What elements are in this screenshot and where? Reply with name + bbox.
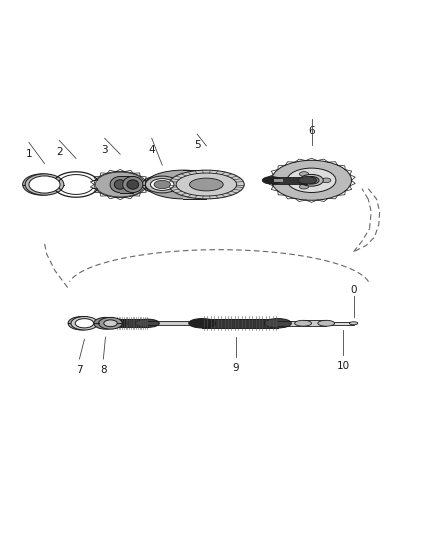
Ellipse shape — [127, 180, 139, 189]
Ellipse shape — [298, 176, 317, 184]
Ellipse shape — [68, 317, 95, 330]
Ellipse shape — [114, 180, 126, 189]
Bar — [148, 321, 211, 325]
Ellipse shape — [189, 319, 215, 328]
Ellipse shape — [272, 160, 351, 200]
Ellipse shape — [99, 317, 122, 329]
Ellipse shape — [100, 321, 107, 326]
Text: 1: 1 — [26, 149, 32, 159]
Text: 10: 10 — [336, 361, 350, 371]
Ellipse shape — [104, 320, 117, 327]
Text: 7: 7 — [76, 365, 83, 375]
Bar — [272, 176, 307, 184]
Bar — [120, 176, 133, 192]
Ellipse shape — [25, 174, 64, 195]
Text: 4: 4 — [148, 144, 155, 155]
Ellipse shape — [29, 176, 60, 193]
Ellipse shape — [71, 317, 98, 330]
Ellipse shape — [262, 176, 281, 184]
Ellipse shape — [265, 319, 291, 328]
Ellipse shape — [104, 319, 128, 327]
Text: 2: 2 — [56, 147, 63, 157]
Text: 5: 5 — [194, 140, 201, 150]
Bar — [116, 319, 148, 327]
Ellipse shape — [75, 319, 94, 328]
Bar — [202, 319, 278, 328]
Text: 6: 6 — [308, 126, 315, 135]
Ellipse shape — [136, 319, 159, 327]
Ellipse shape — [123, 176, 143, 192]
Ellipse shape — [318, 320, 335, 326]
Bar — [326, 322, 353, 325]
Ellipse shape — [300, 174, 323, 186]
Text: 3: 3 — [101, 144, 108, 155]
Bar — [278, 321, 303, 326]
Ellipse shape — [72, 319, 91, 328]
Text: 0: 0 — [350, 285, 357, 295]
Ellipse shape — [287, 168, 336, 192]
Ellipse shape — [145, 170, 221, 199]
Bar — [274, 179, 283, 182]
Ellipse shape — [142, 176, 176, 193]
Ellipse shape — [145, 176, 179, 193]
Bar — [303, 320, 326, 326]
Ellipse shape — [94, 317, 117, 329]
Ellipse shape — [110, 176, 130, 192]
Bar — [183, 170, 206, 199]
Text: 9: 9 — [233, 363, 239, 373]
Ellipse shape — [147, 179, 171, 190]
Ellipse shape — [154, 180, 170, 189]
Ellipse shape — [304, 176, 319, 184]
Ellipse shape — [321, 178, 331, 183]
Ellipse shape — [190, 178, 223, 191]
Ellipse shape — [95, 172, 145, 197]
Ellipse shape — [300, 172, 309, 176]
Ellipse shape — [205, 321, 215, 325]
Ellipse shape — [169, 170, 244, 199]
Ellipse shape — [350, 322, 358, 325]
Ellipse shape — [26, 176, 57, 193]
Ellipse shape — [151, 179, 174, 190]
Text: 8: 8 — [100, 365, 107, 375]
Ellipse shape — [99, 320, 112, 327]
Ellipse shape — [295, 320, 311, 326]
Bar — [103, 320, 116, 327]
Ellipse shape — [300, 184, 309, 189]
Ellipse shape — [23, 174, 61, 195]
